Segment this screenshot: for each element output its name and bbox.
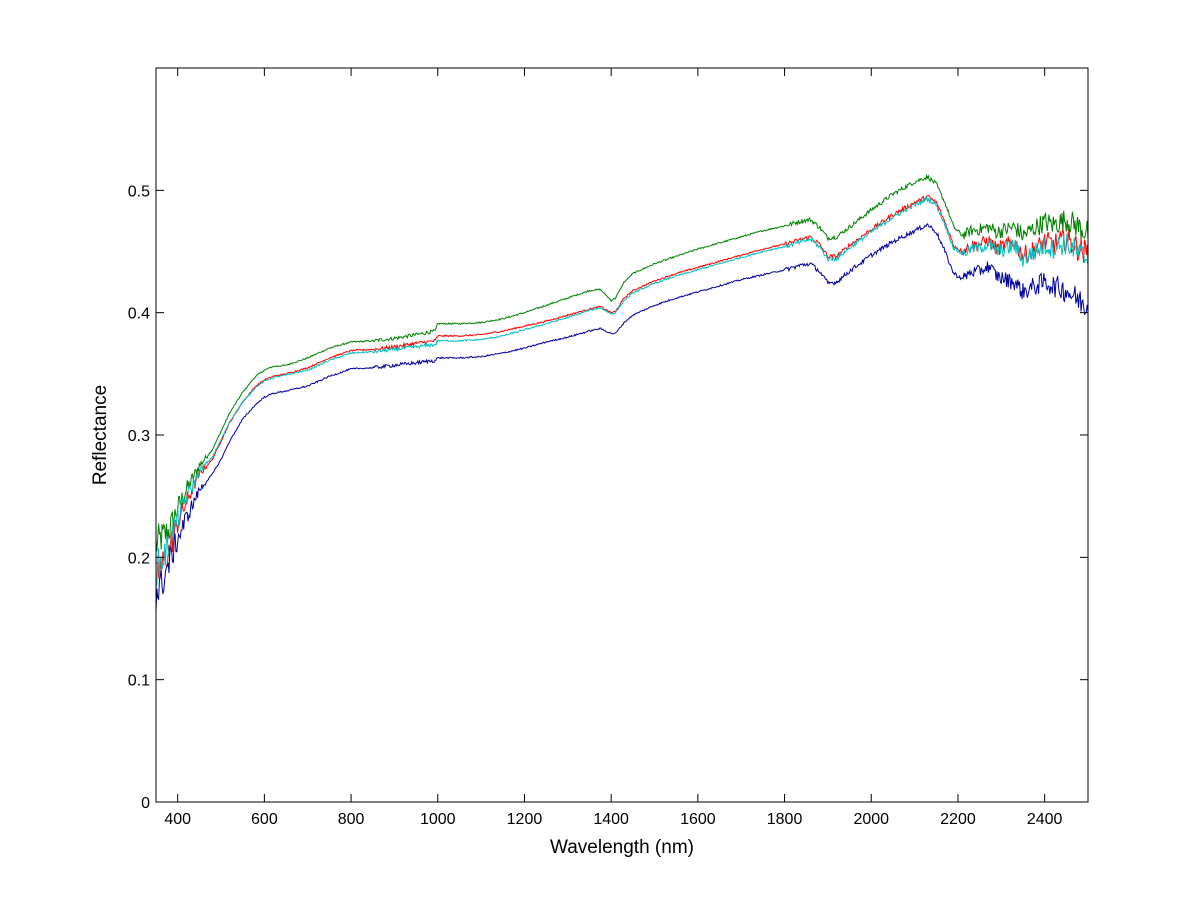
spectrum-line-1 bbox=[155, 173, 1089, 552]
spectrum-line-3 bbox=[155, 195, 1089, 589]
y-tick-label: 0.4 bbox=[128, 306, 150, 323]
x-tick-label: 1400 bbox=[593, 811, 629, 828]
series-layer bbox=[155, 173, 1089, 612]
x-tick-label: 1000 bbox=[420, 811, 456, 828]
y-tick-label: 0.2 bbox=[128, 550, 150, 567]
y-tick-label: 0.3 bbox=[128, 428, 150, 445]
spectrum-line-4 bbox=[155, 223, 1089, 612]
y-axis-label: Reflectance bbox=[90, 385, 111, 485]
spectrum-line-2 bbox=[155, 194, 1089, 580]
x-tick-label: 600 bbox=[251, 811, 278, 828]
x-tick-label: 2000 bbox=[853, 811, 889, 828]
y-tick-label: 0 bbox=[141, 795, 150, 812]
plot-frame bbox=[155, 67, 1089, 803]
y-tick-label: 0.5 bbox=[128, 183, 150, 200]
x-tick-label: 2400 bbox=[1027, 811, 1063, 828]
y-tick-label: 0.1 bbox=[128, 673, 150, 690]
x-tick-label: 1800 bbox=[767, 811, 803, 828]
ticks-layer: 400 600 800 1000 1200 1400 1600 1800 2000 2200 240… bbox=[128, 68, 1088, 828]
x-tick-label: 1600 bbox=[680, 811, 716, 828]
x-axis-label: Wavelength (nm) bbox=[550, 837, 694, 858]
x-tick-label: 1200 bbox=[507, 811, 543, 828]
x-tick-label: 400 bbox=[164, 811, 191, 828]
x-tick-label: 800 bbox=[338, 811, 365, 828]
x-tick-label: 2200 bbox=[940, 811, 976, 828]
